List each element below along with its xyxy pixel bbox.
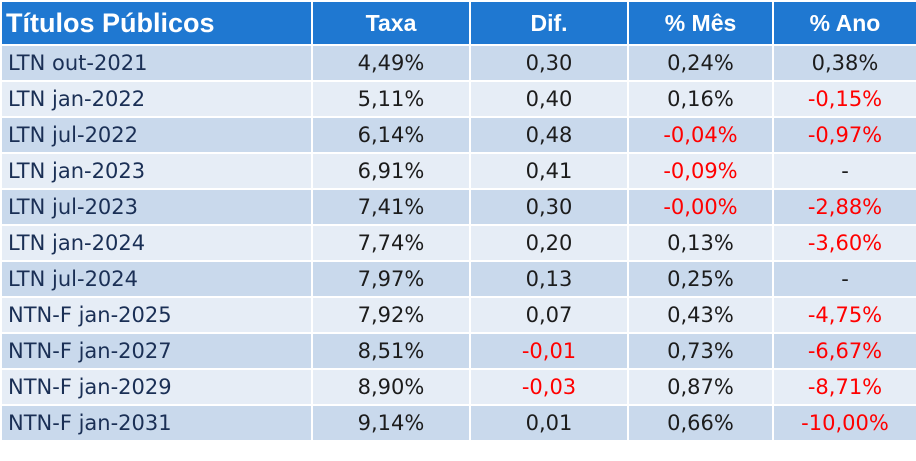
- dif-cell: 0,07: [469, 296, 629, 334]
- dif-cell: 0,48: [469, 116, 629, 154]
- bond-name-cell: LTN jul-2022: [0, 116, 313, 154]
- column-header-title: Títulos Públicos: [0, 0, 313, 46]
- table-row: NTN-F jan-2029 8,90% -0,03 0,87% -8,71%: [0, 368, 916, 406]
- bond-name-cell: LTN jul-2023: [0, 188, 313, 226]
- dif-cell: 0,01: [469, 404, 629, 442]
- mes-cell: 0,87%: [627, 368, 774, 406]
- ano-cell: -2,88%: [772, 188, 916, 226]
- taxa-cell: 6,91%: [311, 152, 471, 190]
- taxa-cell: 7,97%: [311, 260, 471, 298]
- mes-cell: -0,09%: [627, 152, 774, 190]
- bond-rates-table: Títulos Públicos Taxa Dif. % Mês % Ano L…: [0, 0, 916, 442]
- ano-cell: -10,00%: [772, 404, 916, 442]
- column-header-mes: % Mês: [627, 0, 774, 46]
- ano-cell: -: [772, 152, 916, 190]
- mes-cell: 0,16%: [627, 80, 774, 118]
- column-header-taxa: Taxa: [311, 0, 471, 46]
- ano-cell: -4,75%: [772, 296, 916, 334]
- taxa-cell: 8,51%: [311, 332, 471, 370]
- taxa-cell: 7,41%: [311, 188, 471, 226]
- dif-cell: 0,30: [469, 188, 629, 226]
- mes-cell: 0,25%: [627, 260, 774, 298]
- table-row: LTN out-2021 4,49% 0,30 0,24% 0,38%: [0, 44, 916, 82]
- bond-name-cell: NTN-F jan-2027: [0, 332, 313, 370]
- table-row: LTN jul-2023 7,41% 0,30 -0,00% -2,88%: [0, 188, 916, 226]
- taxa-cell: 4,49%: [311, 44, 471, 82]
- taxa-cell: 6,14%: [311, 116, 471, 154]
- ano-cell: 0,38%: [772, 44, 916, 82]
- dif-cell: 0,40: [469, 80, 629, 118]
- ano-cell: -6,67%: [772, 332, 916, 370]
- table-body: LTN out-2021 4,49% 0,30 0,24% 0,38% LTN …: [0, 44, 916, 442]
- table-row: NTN-F jan-2031 9,14% 0,01 0,66% -10,00%: [0, 404, 916, 442]
- table-row: LTN jan-2023 6,91% 0,41 -0,09% -: [0, 152, 916, 190]
- column-header-dif: Dif.: [469, 0, 629, 46]
- mes-cell: 0,66%: [627, 404, 774, 442]
- bond-name-cell: LTN jan-2023: [0, 152, 313, 190]
- mes-cell: 0,24%: [627, 44, 774, 82]
- table-row: LTN jul-2022 6,14% 0,48 -0,04% -0,97%: [0, 116, 916, 154]
- ano-cell: -0,97%: [772, 116, 916, 154]
- dif-cell: 0,13: [469, 260, 629, 298]
- bond-name-cell: NTN-F jan-2029: [0, 368, 313, 406]
- dif-cell: 0,41: [469, 152, 629, 190]
- bond-name-cell: LTN jan-2022: [0, 80, 313, 118]
- header-row: Títulos Públicos Taxa Dif. % Mês % Ano: [0, 0, 916, 46]
- taxa-cell: 5,11%: [311, 80, 471, 118]
- ano-cell: -3,60%: [772, 224, 916, 262]
- column-header-ano: % Ano: [772, 0, 916, 46]
- ano-cell: -: [772, 260, 916, 298]
- bond-name-cell: LTN jan-2024: [0, 224, 313, 262]
- dif-cell: 0,20: [469, 224, 629, 262]
- bond-name-cell: LTN out-2021: [0, 44, 313, 82]
- mes-cell: -0,04%: [627, 116, 774, 154]
- table-row: LTN jul-2024 7,97% 0,13 0,25% -: [0, 260, 916, 298]
- dif-cell: -0,03: [469, 368, 629, 406]
- bond-name-cell: LTN jul-2024: [0, 260, 313, 298]
- table-row: LTN jan-2022 5,11% 0,40 0,16% -0,15%: [0, 80, 916, 118]
- table-row: LTN jan-2024 7,74% 0,20 0,13% -3,60%: [0, 224, 916, 262]
- mes-cell: 0,43%: [627, 296, 774, 334]
- taxa-cell: 9,14%: [311, 404, 471, 442]
- bond-name-cell: NTN-F jan-2025: [0, 296, 313, 334]
- table-header: Títulos Públicos Taxa Dif. % Mês % Ano: [0, 0, 916, 46]
- ano-cell: -8,71%: [772, 368, 916, 406]
- table-row: NTN-F jan-2025 7,92% 0,07 0,43% -4,75%: [0, 296, 916, 334]
- dif-cell: -0,01: [469, 332, 629, 370]
- ano-cell: -0,15%: [772, 80, 916, 118]
- bond-name-cell: NTN-F jan-2031: [0, 404, 313, 442]
- taxa-cell: 7,92%: [311, 296, 471, 334]
- mes-cell: 0,13%: [627, 224, 774, 262]
- mes-cell: 0,73%: [627, 332, 774, 370]
- taxa-cell: 7,74%: [311, 224, 471, 262]
- mes-cell: -0,00%: [627, 188, 774, 226]
- dif-cell: 0,30: [469, 44, 629, 82]
- taxa-cell: 8,90%: [311, 368, 471, 406]
- table-row: NTN-F jan-2027 8,51% -0,01 0,73% -6,67%: [0, 332, 916, 370]
